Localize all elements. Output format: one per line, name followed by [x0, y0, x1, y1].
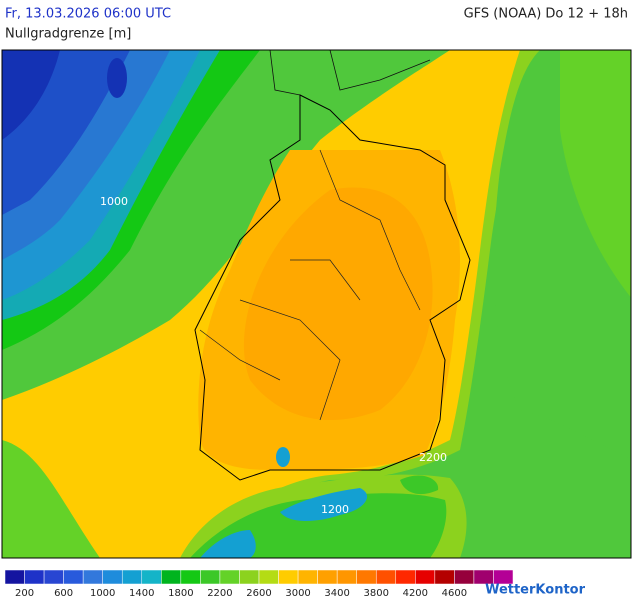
legend-swatch: [200, 569, 221, 585]
legend-label: 4600: [442, 588, 467, 599]
date: Fr, 13.03.2026 06:00 UTC: [5, 7, 171, 22]
legend-swatch: [258, 569, 279, 585]
legend-swatch: [63, 569, 84, 585]
logo: WetterKontor: [485, 583, 586, 598]
legend-swatch: [493, 569, 514, 585]
legend-swatch: [336, 569, 357, 585]
legend-swatch: [43, 569, 64, 585]
legend-swatch: [141, 569, 162, 585]
legend-label: 3400: [324, 588, 349, 599]
legend-label: 1400: [129, 588, 154, 599]
contour-label: 2200: [419, 451, 447, 464]
map: [1, 49, 632, 559]
legend-swatch: [219, 569, 240, 585]
legend-label: 600: [54, 588, 73, 599]
legend-swatch: [454, 569, 475, 585]
legend-swatch: [180, 569, 201, 585]
legend-swatch: [161, 569, 182, 585]
legend-label: 2200: [207, 588, 232, 599]
subtitle: Nullgradgrenze [m]: [5, 27, 131, 42]
legend-swatch: [375, 569, 397, 585]
legend-swatch: [278, 569, 299, 585]
legend-label: 4200: [403, 588, 428, 599]
legend-swatch: [102, 569, 123, 585]
legend-label: 200: [15, 588, 34, 599]
legend-swatch: [297, 569, 318, 585]
contour-label: 1000: [100, 195, 128, 208]
legend-swatch: [121, 569, 143, 585]
legend: 200 600 1000 1400 1800 2200 2600 3000 3400 3800 42…: [4, 569, 514, 599]
legend-label: 1800: [168, 588, 193, 599]
legend-swatch: [415, 569, 436, 585]
legend-label: 1000: [90, 588, 115, 599]
legend-label: 2600: [246, 588, 271, 599]
legend-swatch: [317, 569, 338, 585]
legend-swatch: [82, 569, 103, 585]
legend-swatch: [434, 569, 455, 585]
contour-label: 1200: [321, 503, 349, 516]
legend-swatch: [395, 569, 416, 585]
legend-swatch: [356, 569, 377, 585]
legend-swatch: [24, 569, 45, 585]
model: GFS (NOAA) Do 12 + 18h: [464, 7, 628, 22]
legend-swatch: [4, 569, 25, 585]
legend-label: 3000: [285, 588, 310, 599]
legend-swatch: [239, 569, 260, 585]
legend-label: 3800: [364, 588, 389, 599]
